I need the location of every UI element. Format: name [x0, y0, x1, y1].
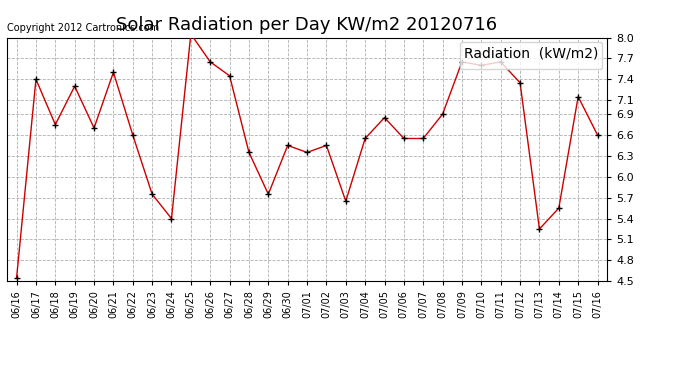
Title: Solar Radiation per Day KW/m2 20120716: Solar Radiation per Day KW/m2 20120716 — [117, 15, 497, 33]
Text: Copyright 2012 Cartronics.com: Copyright 2012 Cartronics.com — [7, 22, 159, 33]
Legend:  — [460, 42, 602, 69]
